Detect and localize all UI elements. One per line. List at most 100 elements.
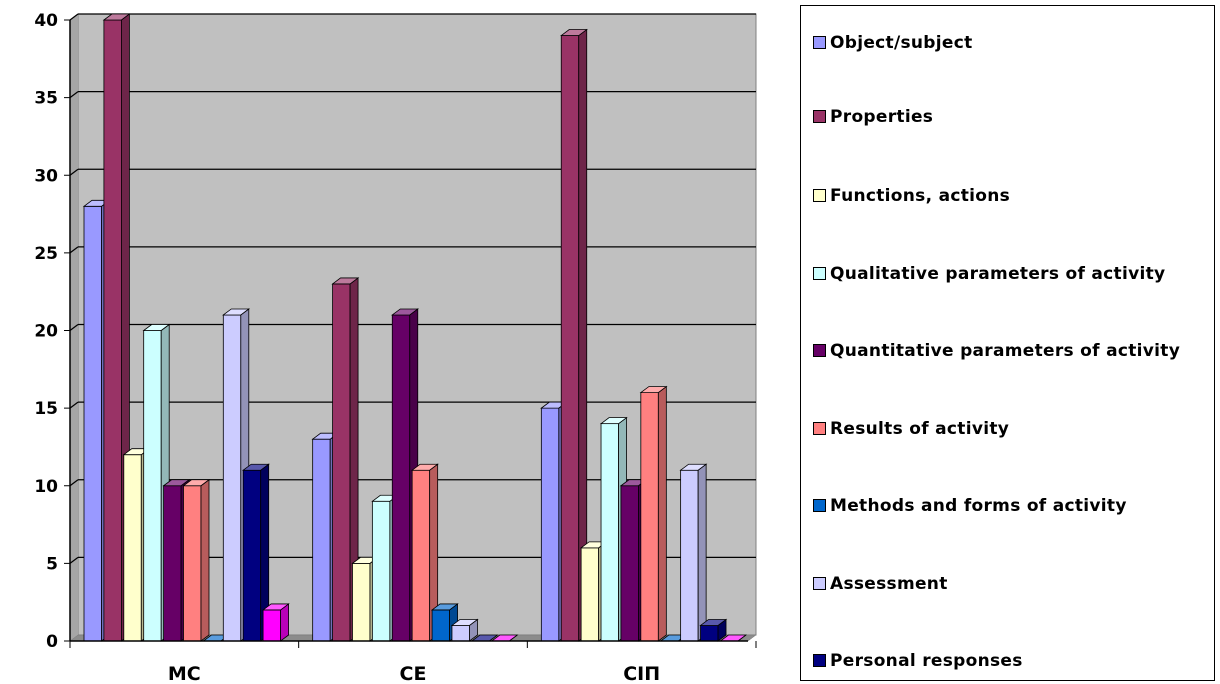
bar-top [430,603,459,611]
legend-item: Quantitative parameters of activity [813,339,1210,363]
bar [331,277,360,642]
legend-label: Results of activity [830,419,1010,439]
bar [261,603,290,642]
bar-front [83,205,102,642]
bar-top [560,29,588,36]
bar-front [123,454,142,642]
bar [639,385,668,642]
gridline-depth [69,324,79,331]
gridline-depth [69,479,79,487]
bar-front [183,485,202,642]
y-tick-label: 40 [34,11,58,31]
legend-item: Assessment [813,572,1210,596]
gridline-depth [69,556,79,564]
legend-label: Qualitative parameters of activity [830,264,1166,284]
y-tick-label: 5 [46,554,58,574]
legend-label: Personal responses [830,651,1023,671]
y-tick-label: 20 [34,322,58,342]
legend-label: Functions, actions [830,186,1011,206]
bar [182,478,211,642]
legend-swatch [813,422,826,435]
bar-top [410,463,439,471]
gridline-depth [69,13,79,21]
bar-top [142,324,171,331]
bar-front [700,625,719,642]
bar-front [640,392,659,642]
x-category-label: MC [168,663,201,684]
bar-front [391,314,411,642]
x-axis-categories: MC CE CIП [168,663,660,684]
bar-front [103,19,122,642]
bar-top [679,463,708,471]
legend-swatch [813,654,826,667]
bar-front [163,485,182,642]
legend-item: Functions, actions [813,184,1210,208]
bar-front [580,547,600,642]
bar-top [599,417,628,425]
bar-front [312,438,331,642]
bar-front [560,35,580,642]
legend-swatch [813,577,826,590]
bar-front [143,330,162,642]
bar-top [331,277,360,285]
bar-front [431,609,450,642]
bar [450,618,479,642]
legend: Object/subject Properties Functions, actio… [800,5,1215,681]
legend-item: Properties [813,105,1210,129]
legend-label: Properties [830,107,934,127]
y-tick-label: 15 [34,399,58,419]
gridline-depth [69,91,79,99]
y-tick-label: 35 [34,89,58,109]
legend-swatch [813,344,826,357]
bar-front [242,469,262,642]
bar-front [371,500,391,642]
bar-chart: 0 5 10 15 20 25 30 35 40 MC CE CIП [34,11,757,684]
bar-front [352,562,371,642]
bar-top [241,463,270,471]
legend-label: Methods and forms of activity [830,496,1127,516]
bar-front [540,407,560,642]
bar-top [639,386,668,394]
legend-swatch [813,499,826,512]
bar-group [82,13,748,642]
legend-label: Quantitative parameters of activity [830,341,1181,361]
bar-front [620,485,639,642]
legend-label: Object/subject [830,33,973,53]
legend-swatch [813,267,826,280]
bar-top [222,308,251,316]
bar-front [600,423,619,642]
bar-side [657,385,667,642]
y-tick-label: 25 [34,244,58,264]
bar-top [699,619,728,626]
y-tick-label: 0 [46,632,58,652]
legend-label: Assessment [830,574,948,594]
bar-top [182,479,211,487]
bar-top [450,619,479,626]
gridline-depth [69,246,79,254]
bar-top [162,479,191,487]
bar-front [411,469,431,642]
gridline-depth [69,401,79,409]
bar-top [391,308,419,316]
bar-side [200,478,210,642]
legend-item: Personal responses [813,649,1210,673]
bar [679,463,708,642]
legend-item: Qualitative parameters of activity [813,262,1210,286]
bar-side [697,463,707,642]
bar-front [680,469,699,642]
bar [699,618,728,642]
x-category-label: CIП [623,663,660,684]
y-tick-label: 30 [34,166,58,186]
legend-swatch [813,110,826,123]
y-axis-ticks: 0 5 10 15 20 25 30 35 40 [34,11,70,652]
legend-item: Methods and forms of activity [813,494,1210,518]
y-tick-label: 10 [34,477,58,497]
legend-swatch [813,36,826,49]
bar-top [102,13,131,21]
bar-front [332,283,351,642]
legend-item: Results of activity [813,417,1210,441]
legend-item: Object/subject [813,31,1210,55]
bar-top [261,603,290,611]
x-category-label: CE [400,663,427,684]
gridline-depth [69,168,79,176]
